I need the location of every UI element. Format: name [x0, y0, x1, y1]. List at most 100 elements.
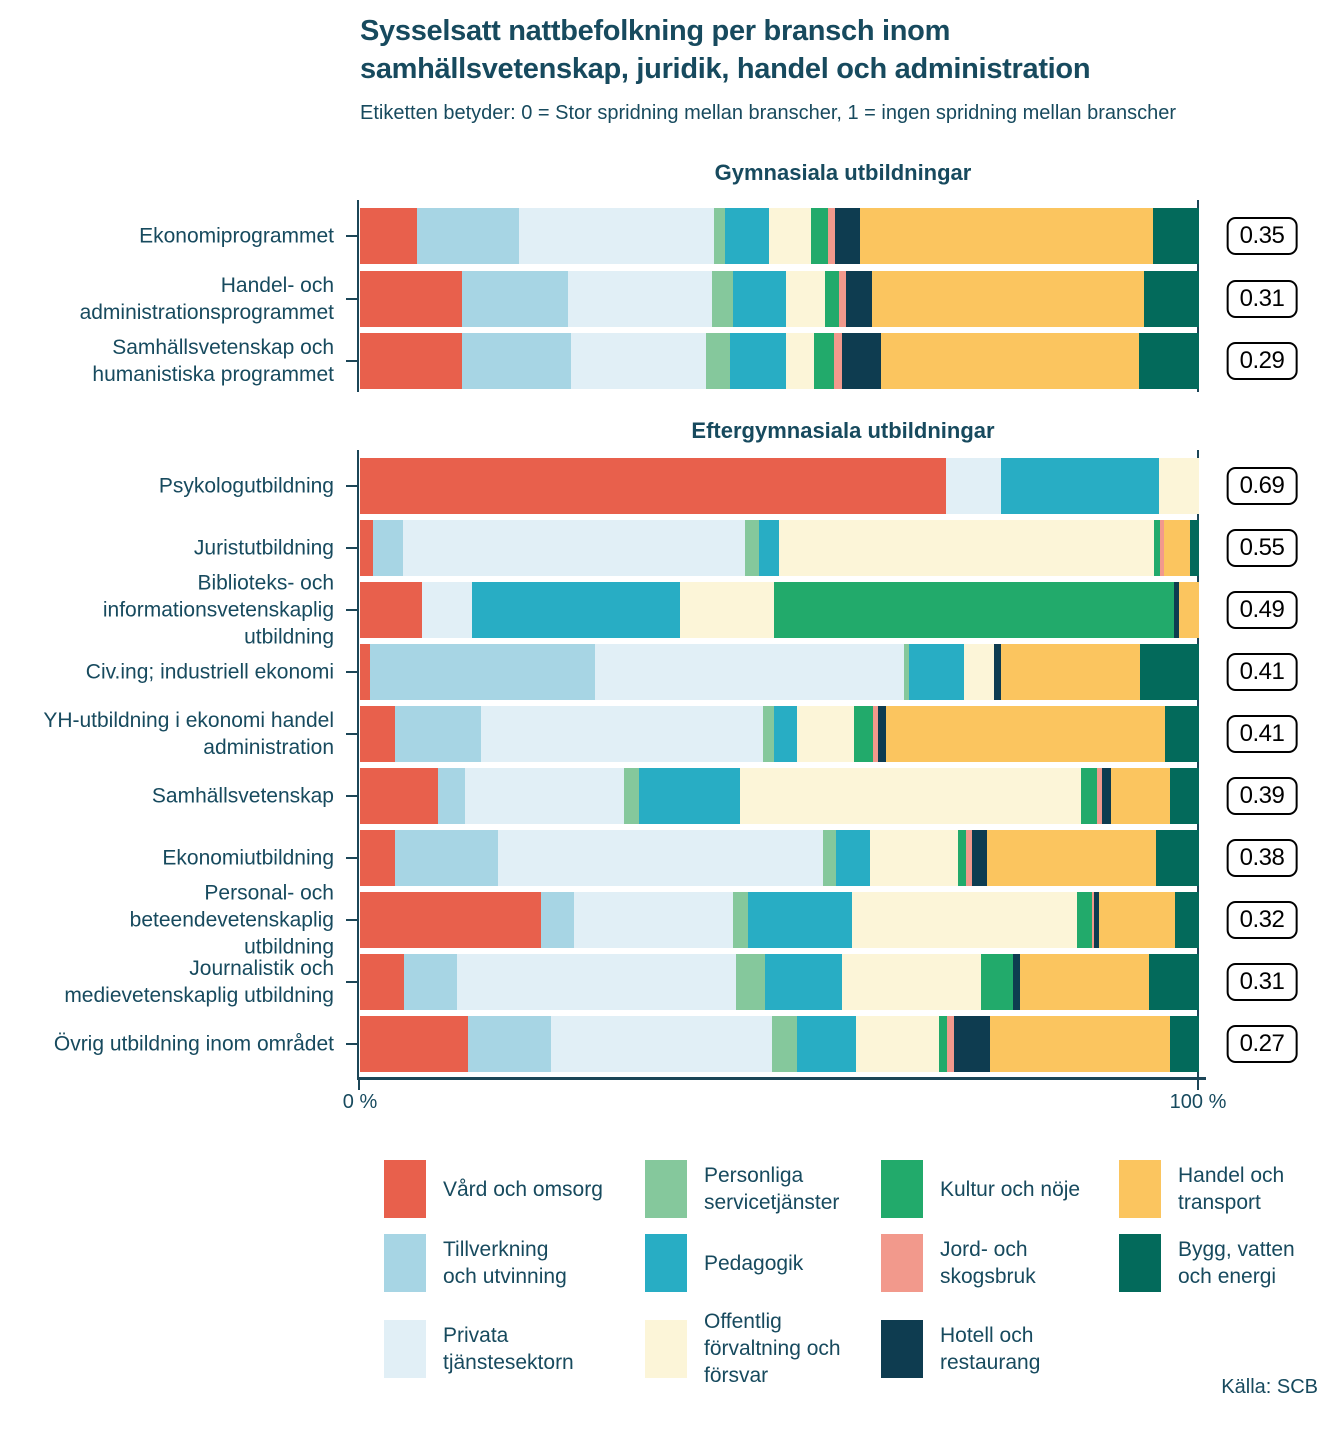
bar-segment-pedagogik: [1000, 458, 1159, 514]
legend-item-kultur: Kultur och nöje: [881, 1160, 1119, 1218]
bar-row: [360, 582, 1199, 638]
bar-segment-offentlig: [870, 830, 959, 886]
bar-segment-pedagogik: [724, 208, 769, 264]
bar-segment-hotell: [842, 333, 881, 389]
bar-segment-handel: [986, 830, 1157, 886]
bar-segment-vard: [360, 208, 418, 264]
bar-segment-privata: [594, 644, 905, 700]
bar-segment-handel: [1110, 768, 1170, 824]
bar-segment-handel: [886, 706, 1166, 762]
legend: Vård och omsorg Personliga servicetjänste…: [384, 1160, 1295, 1389]
value-badge: 0.29: [1226, 342, 1298, 380]
bar-segment-offentlig: [797, 706, 855, 762]
bar-segment-bygg: [1140, 644, 1199, 700]
bar-segment-kultur: [773, 582, 1174, 638]
bar-segment-privata: [568, 271, 712, 327]
bar-segment-kultur: [1154, 520, 1160, 576]
bar-segment-privata: [402, 520, 746, 576]
bar-segment-kultur: [938, 1016, 948, 1072]
bar-segment-offentlig: [786, 333, 814, 389]
bar-segment-vard: [360, 892, 542, 948]
y-axis-tick: [346, 919, 358, 921]
legend-item-jord: Jord- och skogsbruk: [881, 1234, 1119, 1292]
bar-segment-handel: [1178, 582, 1199, 638]
bar-segment-bygg: [1189, 520, 1199, 576]
bar-segment-pedagogik: [908, 644, 965, 700]
bar-segment-handel: [1163, 520, 1190, 576]
bar-segment-offentlig: [964, 644, 995, 700]
value-badge: 0.49: [1226, 591, 1298, 629]
y-axis-tick: [346, 298, 358, 300]
bar-row: [360, 768, 1199, 824]
bar-segment-pedagogik: [472, 582, 681, 638]
value-badge: 0.41: [1226, 715, 1298, 753]
bar-segment-tillv: [403, 954, 458, 1010]
chart-title: Sysselsatt nattbefolkning per bransch in…: [360, 15, 1091, 85]
y-axis-tick: [346, 733, 358, 735]
bar-segment-jord: [833, 333, 843, 389]
bar-segment-hotell: [834, 208, 860, 264]
bar-row: [360, 644, 1199, 700]
bar-segment-personliga: [714, 208, 725, 264]
bar-segment-bygg: [1165, 706, 1199, 762]
value-badge: 0.31: [1226, 963, 1298, 1001]
legend-label: Hotell och restaurang: [940, 1323, 1041, 1374]
bar-row-label: Samhällsvetenskap och humanistiska progr…: [92, 336, 334, 386]
bar-segment-bygg: [1139, 333, 1199, 389]
bar-row-label: Civ.ing; industriell ekonomi: [85, 660, 334, 684]
legend-swatch-bygg: [1119, 1234, 1161, 1292]
y-axis-tick: [346, 795, 358, 797]
bar-row: [360, 520, 1199, 576]
bar-segment-kultur: [824, 271, 840, 327]
bar-segment-handel: [880, 333, 1140, 389]
bar-segment-bygg: [1149, 954, 1199, 1010]
bar-segment-pedagogik: [765, 954, 843, 1010]
source-caption: Källa: SCB: [1221, 1376, 1318, 1398]
bar-segment-bygg: [1169, 768, 1199, 824]
bar-row-label: Journalistik och medievetenskaplig utbil…: [64, 957, 334, 1007]
value-badge: 0.35: [1226, 217, 1298, 255]
bar-segment-bygg: [1144, 271, 1199, 327]
x-axis-min-label: 0 %: [342, 1091, 378, 1113]
bar-row: [360, 458, 1199, 514]
bar-row: [360, 954, 1199, 1010]
value-badge: 0.27: [1226, 1025, 1298, 1063]
legend-swatch-tillv: [384, 1234, 426, 1292]
bar-segment-offentlig: [855, 1016, 939, 1072]
bar-segment-tillv: [417, 208, 520, 264]
bar-segment-bygg: [1175, 892, 1199, 948]
bar-segment-kultur: [1077, 892, 1092, 948]
value-badge: 0.31: [1226, 280, 1298, 318]
y-axis-tick: [346, 547, 358, 549]
bar-row-label: Psykologutbildning: [158, 474, 334, 498]
bar-segment-personliga: [706, 333, 730, 389]
x-axis-line: [357, 1077, 1206, 1080]
bar-segment-vard: [360, 1016, 469, 1072]
bar-segment-privata: [570, 333, 707, 389]
bar-segment-jord: [1091, 892, 1095, 948]
bar-segment-pedagogik: [797, 1016, 856, 1072]
bar-segment-bygg: [1152, 208, 1199, 264]
legend-item-pedagogik: Pedagogik: [645, 1234, 881, 1292]
bar-segment-pedagogik: [773, 706, 798, 762]
legend-label: Offentlig förvaltning och försvar: [704, 1310, 841, 1387]
y-axis-tick: [346, 981, 358, 983]
bar-segment-privata: [498, 830, 824, 886]
bar-segment-privata: [551, 1016, 772, 1072]
legend-label: Handel och transport: [1178, 1164, 1285, 1214]
bar-segment-kultur: [958, 830, 966, 886]
legend-item-tillv: Tillverkning och utvinning: [384, 1234, 645, 1292]
legend-label: Kultur och nöje: [940, 1177, 1081, 1201]
bar-segment-pedagogik: [639, 768, 741, 824]
bar-segment-personliga: [762, 706, 774, 762]
bar-segment-personliga: [771, 1016, 798, 1072]
bar-segment-tillv: [461, 271, 569, 327]
legend-swatch-hotell: [881, 1319, 923, 1378]
bar-segment-privata: [464, 768, 625, 824]
bar-segment-jord: [1159, 520, 1164, 576]
bar-segment-kultur: [813, 333, 834, 389]
x-axis-max-label: 100 %: [1169, 1091, 1227, 1113]
bar-row-label: Juristutbildning: [193, 536, 334, 560]
bar-row: [360, 706, 1199, 762]
bar-segment-offentlig: [786, 271, 825, 327]
